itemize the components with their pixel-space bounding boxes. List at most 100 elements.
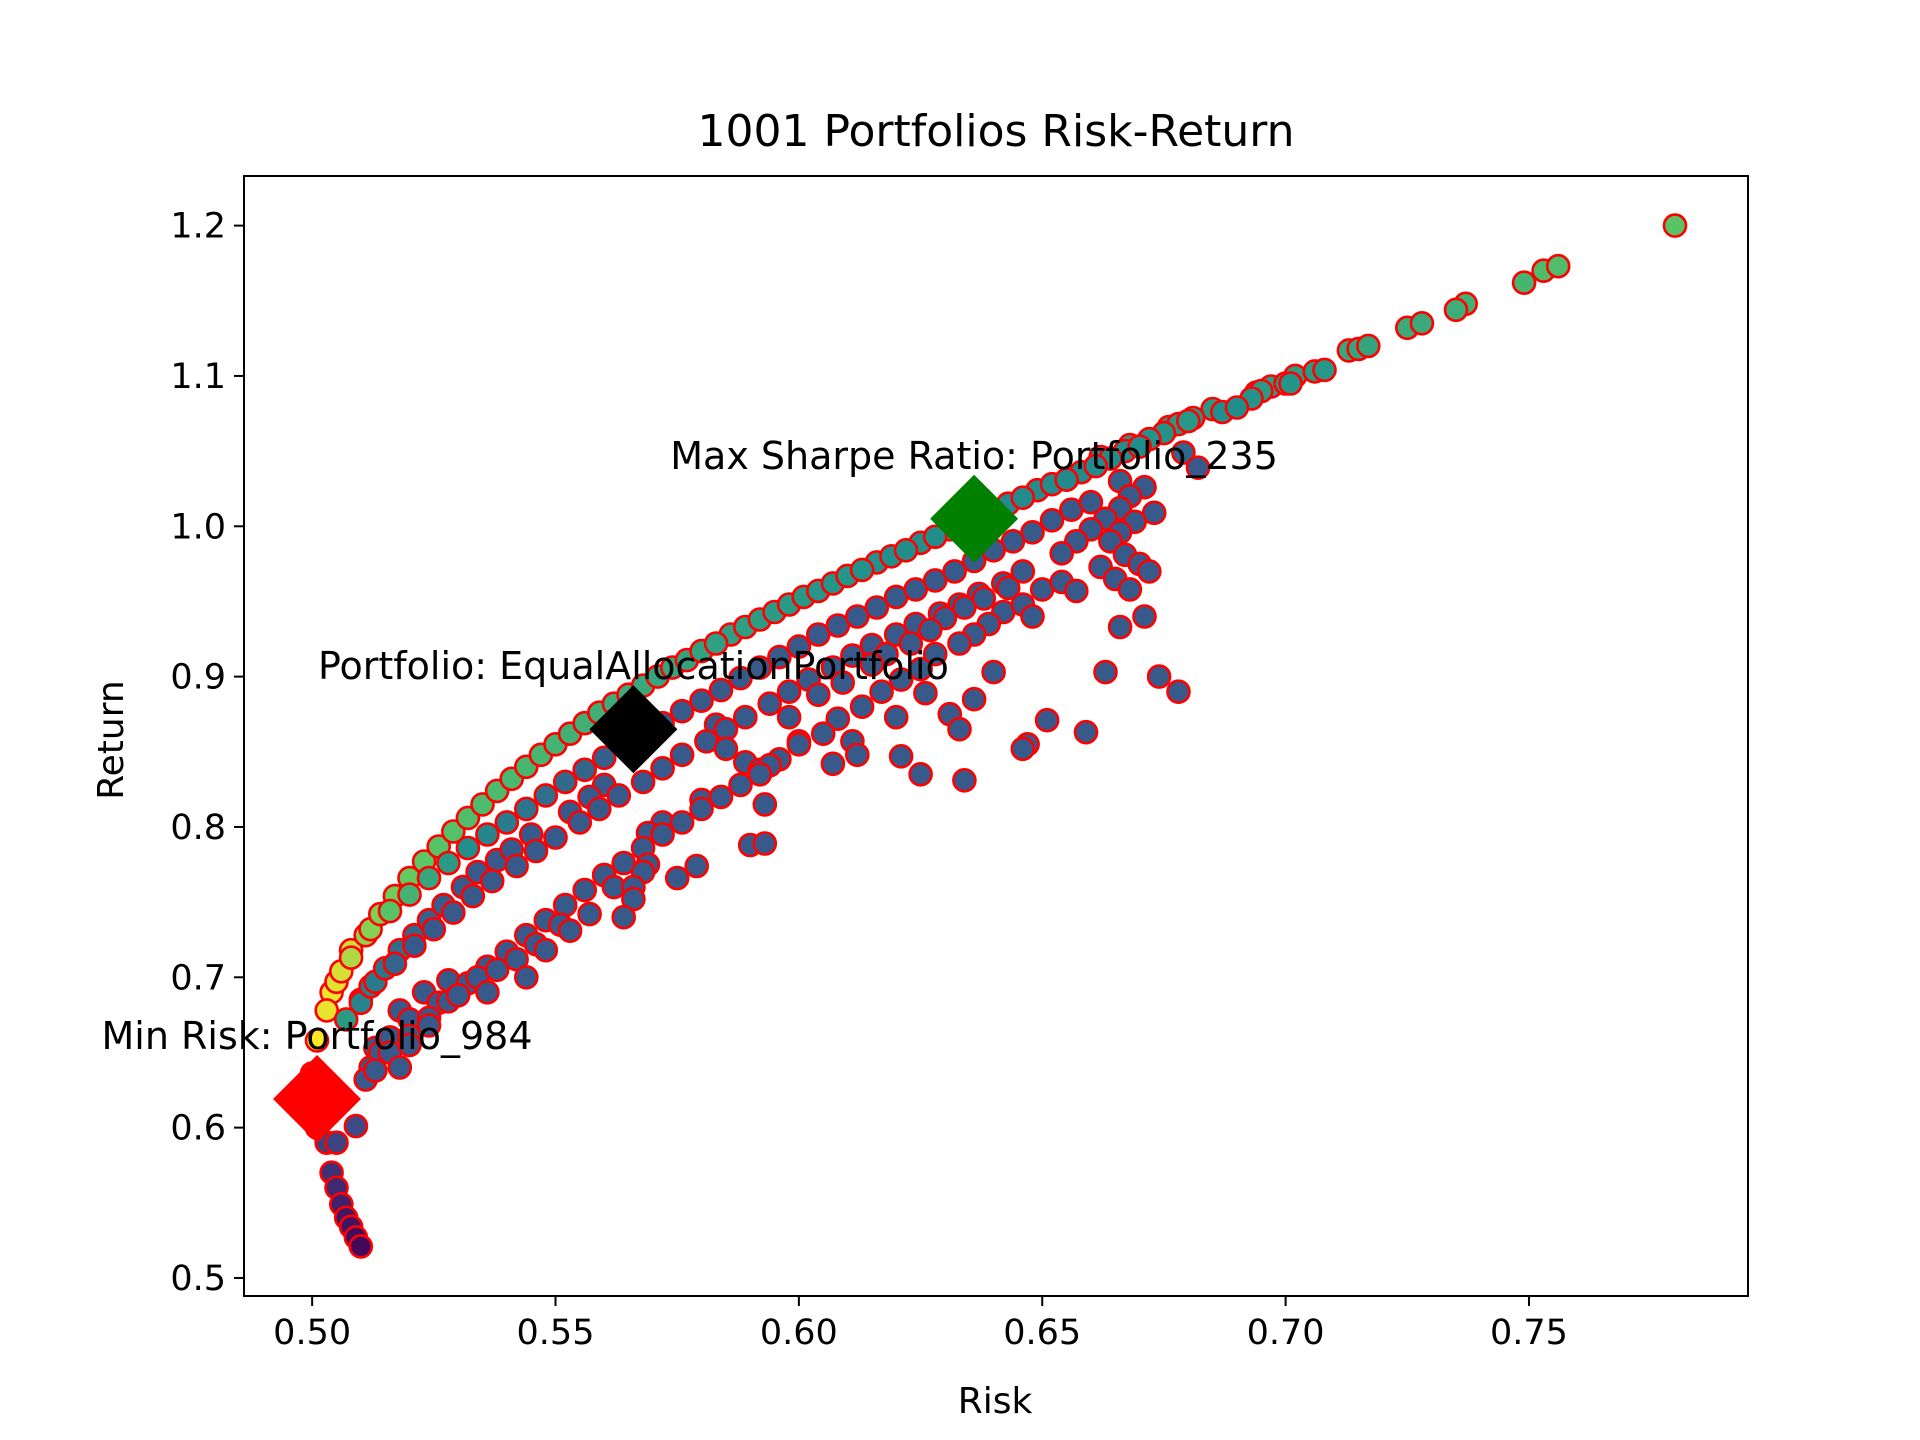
scatter-point: [849, 694, 875, 720]
scatter-point: [708, 677, 734, 703]
scatter-point: [557, 918, 583, 944]
scatter-point: [1141, 500, 1167, 526]
scatter-point: [475, 979, 500, 1005]
highlight-markers: [273, 474, 1019, 1144]
scatter-point: [888, 743, 914, 769]
scatter-point: [1127, 434, 1152, 459]
scatter-point: [479, 868, 505, 894]
scatter-point: [689, 796, 714, 822]
scatter-point: [611, 904, 637, 930]
scatter-point: [304, 1028, 330, 1053]
scatter-point: [591, 745, 617, 771]
scatter-point: [1176, 408, 1201, 434]
y-axis-ticks: 0.5 0.6 0.7 0.8 0.9 1.0 1.1 1.2: [170, 207, 244, 1299]
scatter-point: [849, 557, 875, 583]
scatter-point: [445, 982, 471, 1008]
scatter-point: [713, 736, 739, 762]
scatter-point: [397, 882, 422, 907]
scatter-point: [917, 617, 943, 643]
scatter-point: [1545, 253, 1571, 279]
y-axis-label: Return: [91, 680, 132, 799]
scatter-point: [786, 634, 812, 659]
scatter-point: [1662, 213, 1688, 238]
scatter-point: [397, 1032, 422, 1058]
scatter-point: [810, 721, 836, 747]
scatter-point: [893, 537, 919, 563]
y-tick-label: 1.1: [170, 357, 226, 397]
scatter-point: [1000, 528, 1026, 554]
scatter-point: [728, 665, 753, 691]
scatter-point: [732, 704, 758, 730]
scatter-point: [484, 957, 510, 983]
scatter-point: [776, 679, 802, 705]
scatter-point: [1224, 395, 1250, 420]
scatter-point: [611, 850, 637, 876]
scatter-point: [348, 1234, 374, 1259]
scatter-point: [577, 901, 602, 927]
highlight-diamond: [930, 474, 1019, 563]
scatter-point: [971, 586, 997, 611]
scatter-point: [908, 761, 933, 787]
scatter-point: [669, 742, 695, 768]
scatter-point: [387, 1055, 413, 1080]
scatter-point: [903, 577, 929, 602]
scatter-point: [343, 1113, 369, 1139]
scatter-point: [377, 898, 403, 924]
scatter-point: [1093, 659, 1118, 685]
scatter-point: [1039, 507, 1065, 533]
x-tick-label: 0.50: [273, 1313, 351, 1353]
scatter-point: [455, 835, 481, 861]
scatter-point: [1443, 297, 1469, 323]
scatter-point: [324, 1130, 349, 1155]
scatter-point: [689, 688, 714, 714]
scatter-point: [922, 524, 948, 550]
scatter-point: [338, 945, 364, 971]
scatter-point: [533, 937, 559, 963]
scatter-point: [460, 883, 486, 909]
scatter-point: [1278, 371, 1303, 396]
scatter-point: [1312, 357, 1337, 383]
scatter-point: [859, 652, 885, 677]
scatter-point: [1117, 577, 1143, 602]
scatter-point: [572, 757, 598, 783]
scatter-point: [728, 772, 753, 798]
annotations: Max Sharpe Ratio: Portfolio_235 Portfolio…: [101, 434, 1277, 1058]
scatter-point: [922, 568, 948, 593]
scatter-point: [1064, 578, 1089, 604]
scatter-point: [421, 916, 447, 942]
scatter-point: [1137, 559, 1162, 584]
scatter-point: [961, 686, 987, 712]
x-tick-label: 0.55: [517, 1313, 595, 1353]
scatter-point: [1185, 455, 1211, 481]
scatter-point: [1409, 310, 1435, 336]
scatter-point: [1132, 604, 1157, 629]
y-tick-label: 0.6: [170, 1109, 226, 1149]
y-tick-label: 0.7: [170, 958, 226, 998]
scatter-point: [494, 810, 520, 835]
y-tick-label: 0.5: [170, 1259, 226, 1299]
plot-frame: [243, 175, 1749, 1297]
y-tick-label: 1.2: [170, 207, 226, 247]
scatter-point: [947, 631, 972, 656]
x-tick-label: 0.75: [1490, 1313, 1568, 1353]
scatter-point: [382, 951, 408, 977]
scatter-point: [844, 742, 870, 768]
scatter-point: [664, 865, 690, 891]
x-axis-ticks: 0.50 0.55 0.60 0.65 0.70 0.75: [273, 1296, 1568, 1353]
highlight-diamond: [273, 1055, 362, 1144]
scatter-point: [913, 680, 938, 706]
scatter-point: [752, 792, 778, 817]
scatter-point: [513, 964, 539, 990]
chart-title: 1001 Portfolios Risk-Return: [698, 106, 1295, 157]
scatter-point: [708, 784, 734, 810]
x-tick-label: 0.65: [1003, 1313, 1081, 1353]
scatter-point: [684, 853, 710, 879]
scatter-point: [752, 831, 778, 856]
scatter-point: [888, 667, 914, 692]
x-tick-label: 0.60: [760, 1313, 838, 1353]
scatter-point: [533, 783, 559, 808]
scatter-point: [995, 575, 1021, 601]
scatter-point: [952, 595, 977, 620]
scatter-point: [805, 682, 831, 708]
scatter-point: [1020, 519, 1045, 545]
